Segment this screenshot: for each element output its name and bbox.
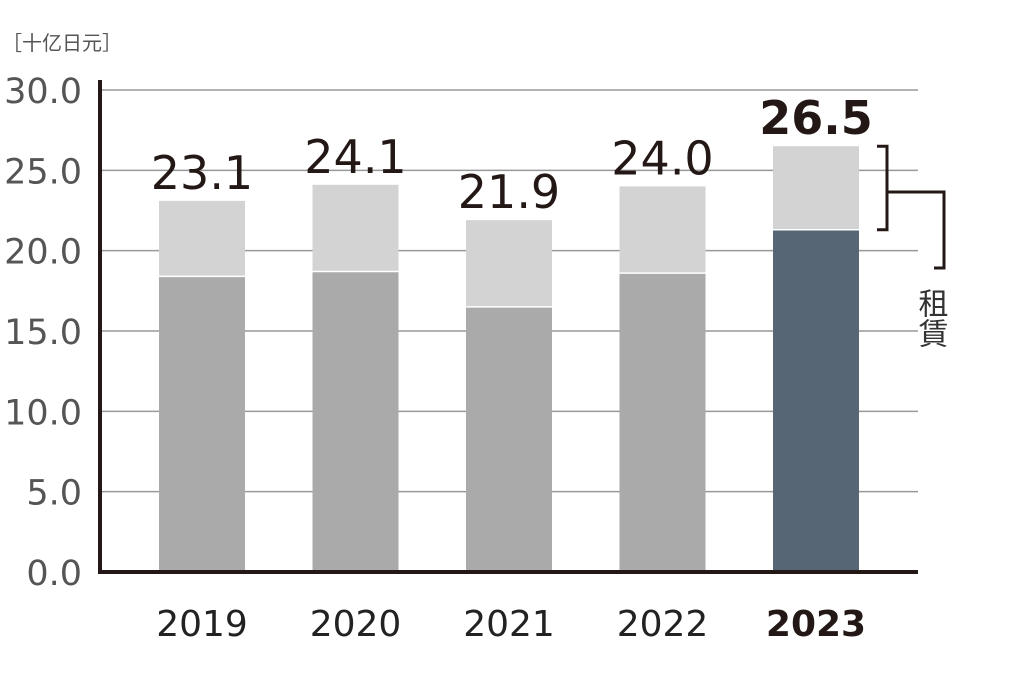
- x-axis-category-labels: 2019 2020 2021 2022 2023: [156, 604, 866, 645]
- total-labels: 23.1 24.1 21.9 24.0 26.5: [151, 91, 873, 219]
- bar-segment-upper-2022: [619, 186, 706, 274]
- bar-segment-lower-2019: [159, 276, 245, 572]
- unit-label: ［十亿日元］: [2, 31, 122, 55]
- bars: [159, 146, 859, 572]
- bar-segment-upper-2020: [312, 184, 399, 272]
- x-category-label-2021: 2021: [463, 604, 555, 645]
- bar-segment-lower-2023: [773, 229, 859, 572]
- y-tick-label: 30.0: [4, 72, 82, 112]
- total-label-2021: 21.9: [458, 165, 560, 219]
- bar-segment-upper-2021: [466, 220, 552, 307]
- bar-segment-lower-2022: [619, 273, 706, 572]
- y-tick-label: 25.0: [4, 152, 82, 192]
- lease-bracket: [877, 144, 946, 270]
- x-category-label-2019: 2019: [156, 604, 248, 645]
- y-tick-label: 20.0: [4, 233, 82, 273]
- y-tick-label: 0.0: [26, 554, 82, 594]
- lease-annotation: 租賃: [877, 144, 949, 348]
- total-label-2022: 24.0: [611, 131, 713, 185]
- x-category-label-2020: 2020: [310, 604, 402, 645]
- total-label-2019: 23.1: [151, 146, 253, 200]
- bar-segment-lower-2020: [312, 271, 399, 572]
- y-tick-label: 10.0: [4, 393, 82, 433]
- total-label-2023: 26.5: [759, 91, 873, 145]
- y-tick-label: 15.0: [4, 313, 82, 353]
- bar-segment-lower-2021: [466, 306, 552, 572]
- y-tick-label: 5.0: [26, 474, 82, 514]
- total-label-2020: 24.1: [304, 130, 406, 184]
- x-category-label-2022: 2022: [617, 604, 709, 645]
- x-category-label-2023: 2023: [766, 604, 866, 645]
- y-axis-tick-labels: 0.0 5.0 10.0 15.0 20.0 25.0 30.0: [4, 72, 82, 594]
- bar-segment-upper-2019: [159, 200, 245, 277]
- lease-label: 租賃: [913, 288, 949, 348]
- bar-segment-upper-2023: [773, 146, 859, 230]
